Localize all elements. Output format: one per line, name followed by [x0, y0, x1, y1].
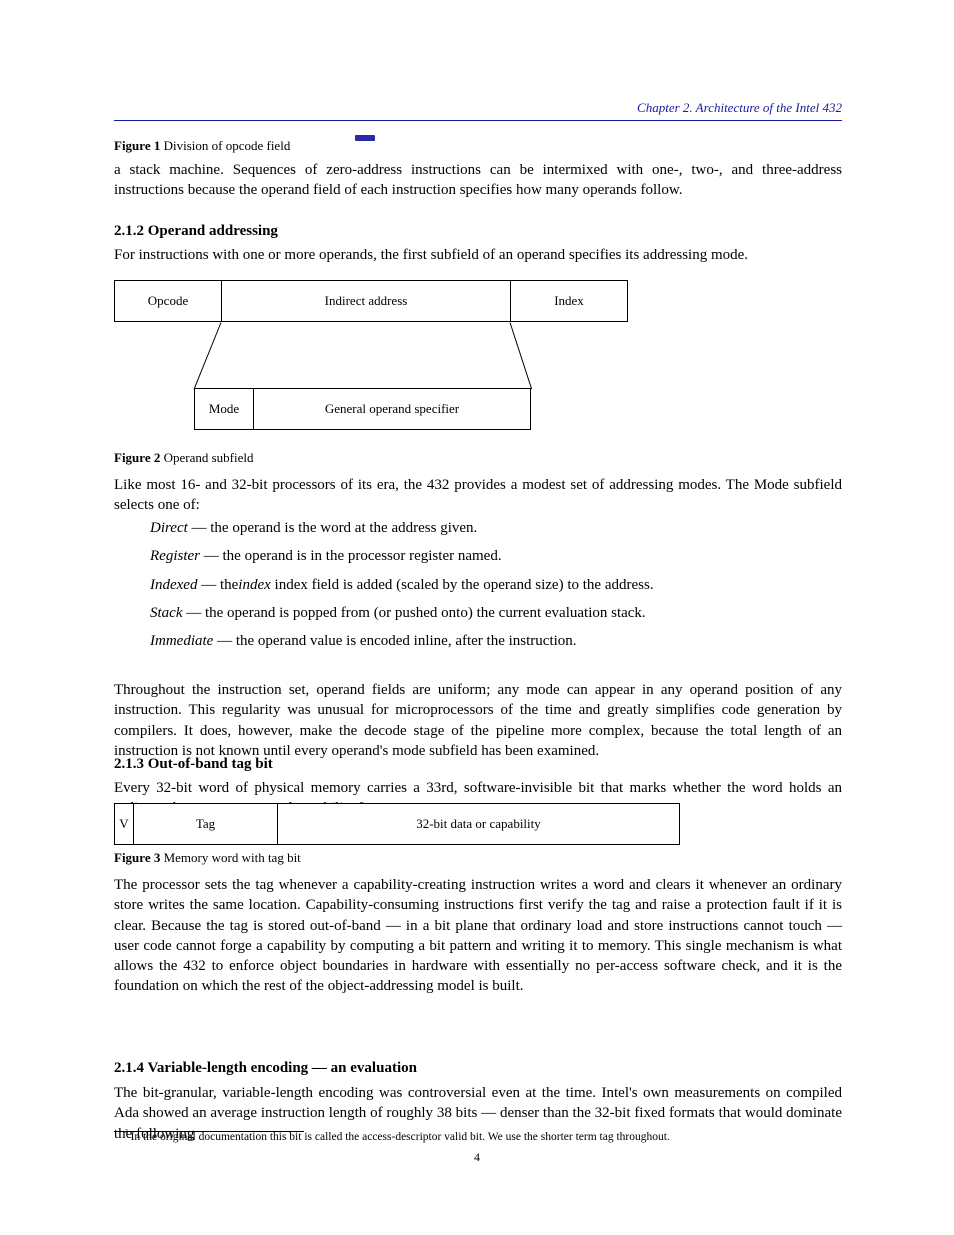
figure-label: Figure 2 — [114, 450, 160, 465]
fig3-cell-v: V — [114, 803, 134, 845]
fig2-cell-opcode: Opcode — [114, 280, 222, 322]
mode-name: Direct — [150, 520, 188, 536]
fig2-callout-line — [510, 322, 533, 389]
mode-desc: — the — [201, 577, 238, 593]
running-header: Chapter 2. Architecture of the Intel 432 — [114, 100, 842, 116]
section-2-1-3-heading: 2.1.3 Out-of-band tag bit — [114, 756, 273, 773]
fig3-cell-data: 32-bit data or capability — [277, 803, 680, 845]
list-item: Immediate — the operand value is encoded… — [150, 631, 842, 651]
para-oob-2: The processor sets the tag whenever a ca… — [114, 875, 842, 997]
mode-name: Indexed — [150, 577, 197, 593]
fig2-cell-mode: Mode — [194, 388, 254, 430]
figure-label: Figure 1 — [114, 138, 160, 153]
opcode-bar-icon — [355, 135, 375, 141]
section-2-1-2-heading: 2.1.2 Operand addressing — [114, 223, 278, 240]
figure3-caption-text: Memory word with tag bit — [164, 850, 301, 865]
mode-name: Stack — [150, 605, 182, 621]
mode-desc: — the operand is the word at the address… — [192, 520, 478, 536]
list-item: Direct — the operand is the word at the … — [150, 518, 842, 538]
footnote: ² In the original documentation this bit… — [125, 1127, 835, 1144]
figure3-diagram: V Tag 32-bit data or capability — [114, 803, 680, 847]
mode-desc: — the operand is popped from (or pushed … — [186, 605, 645, 621]
fig2-cell-indirect: Indirect address — [221, 280, 511, 322]
mode-name: Register — [150, 548, 200, 564]
figure2-caption: Figure 2 Operand subfield — [114, 450, 842, 466]
addressing-mode-list: Direct — the operand is the word at the … — [150, 518, 842, 659]
figure-label: Figure 3 — [114, 850, 160, 865]
fig3-cell-tag: Tag — [133, 803, 278, 845]
page-number: 4 — [0, 1150, 954, 1165]
mode-desc-tail: index field is added (scaled by the oper… — [271, 577, 654, 593]
para-intro: a stack machine. Sequences of zero-addre… — [114, 160, 842, 201]
figure2-diagram: Opcode Indirect address Index Mode Gener… — [114, 280, 632, 450]
footnote-marker: ² — [125, 1127, 128, 1137]
mode-desc: — the operand value is encoded inline, a… — [217, 633, 576, 649]
figure1-caption-text: Division of opcode field — [164, 138, 291, 153]
mode-desc: — the operand is in the processor regist… — [204, 548, 502, 564]
mode-desc-ital: index — [238, 577, 270, 593]
header-rule — [114, 120, 842, 121]
para-addressing-modes: Like most 16- and 32-bit processors of i… — [114, 475, 842, 516]
fig2-callout-line — [194, 322, 222, 389]
mode-name: Immediate — [150, 633, 213, 649]
list-item: Register — the operand is in the process… — [150, 546, 842, 566]
fig2-cell-general-operand: General operand specifier — [253, 388, 531, 430]
figure1-caption: Figure 1 Division of opcode field — [114, 138, 290, 154]
footnote-text: In the original documentation this bit i… — [131, 1131, 670, 1143]
section-2-1-4-heading: 2.1.4 Variable-length encoding — an eval… — [114, 1060, 417, 1077]
para-operand-addressing: For instructions with one or more operan… — [114, 245, 842, 265]
para-below-modes: Throughout the instruction set, operand … — [114, 680, 842, 761]
fig2-cell-index: Index — [510, 280, 628, 322]
list-item: Indexed — theindex index field is added … — [150, 575, 842, 595]
figure3-caption: Figure 3 Memory word with tag bit — [114, 850, 842, 866]
figure2-caption-text: Operand subfield — [164, 450, 254, 465]
list-item: Stack — the operand is popped from (or p… — [150, 603, 842, 623]
